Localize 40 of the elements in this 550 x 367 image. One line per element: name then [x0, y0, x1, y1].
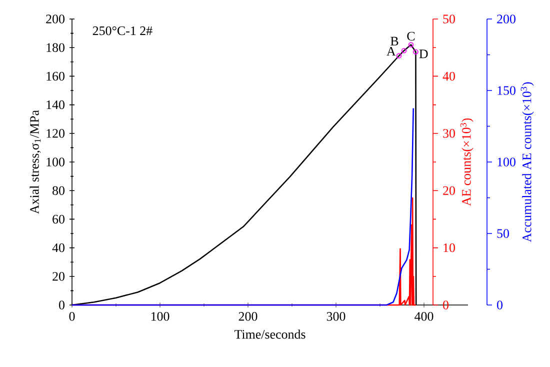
point: [408, 42, 414, 48]
y2-tick-label: 50: [443, 14, 455, 24]
point: [413, 49, 418, 55]
annotation: A: [386, 47, 396, 56]
y2-tick-label: 10: [444, 243, 455, 252]
chart-title: 250°C-1 2#: [92, 26, 152, 36]
y-tick-label: 40: [52, 243, 64, 252]
y3-tick-label: 150: [498, 86, 516, 95]
x-axis-title: Time/seconds: [234, 330, 306, 339]
y-tick-label: 180: [46, 43, 64, 52]
x-tick-label: 400: [414, 312, 434, 321]
y3-tick-label: 200: [497, 14, 516, 24]
point: [396, 53, 402, 58]
annotation: C: [407, 32, 415, 41]
y-axis-title: Axial stress,σ$_{1}$/MPa: [30, 110, 41, 214]
y3-tick-label: 50: [497, 229, 509, 238]
annotation: B: [390, 36, 398, 46]
y-tick-label: 200: [46, 14, 64, 24]
x-tick-label: 0: [69, 312, 75, 321]
x-tick-label: 300: [326, 312, 346, 321]
y-tick-label: 160: [46, 72, 64, 81]
y-tick-label: 140: [46, 100, 64, 110]
y3-tick-label: 0: [497, 300, 503, 310]
x-tick-label: 200: [238, 312, 258, 321]
y-tick-label: 80: [52, 186, 64, 195]
y-tick-label: 100: [46, 158, 64, 166]
y2-tick-label: 20: [443, 186, 455, 195]
y-tick-label: 60: [52, 214, 64, 224]
y2-tick-label: 30: [443, 129, 455, 138]
point: [401, 48, 407, 54]
y2-tick-label: 40: [442, 72, 455, 81]
y-tick-label: 120: [46, 129, 64, 138]
y2-axis-title: AE counts(×10$^{3}$): [460, 118, 474, 206]
y-tick-label: 20: [52, 272, 64, 281]
y3-tick-label: 100: [498, 158, 516, 166]
y3-axis-title: Accumulated AE counts(×10$^{3}$): [520, 82, 534, 242]
annotation: D: [419, 50, 428, 58]
y-tick-label: 0: [59, 300, 64, 310]
x-tick-label: 100: [151, 312, 170, 321]
line-series: [71, 108, 414, 306]
